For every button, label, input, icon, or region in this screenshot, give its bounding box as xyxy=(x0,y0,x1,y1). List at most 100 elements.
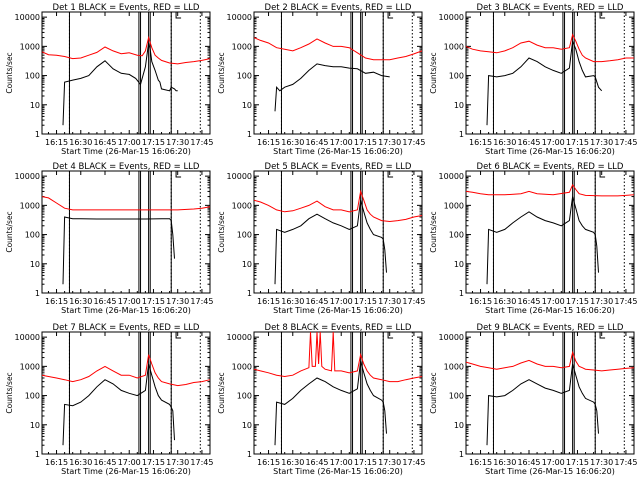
y-tick-label: 1000 xyxy=(232,362,252,371)
series-line-red-lld xyxy=(465,350,635,372)
corner-bracket-marker xyxy=(599,12,606,19)
x-tick-label: 16:15 xyxy=(257,138,280,147)
y-tick-label: 100 xyxy=(25,392,40,401)
x-tick-label: 17:30 xyxy=(378,458,401,467)
x-tick-label: 16:45 xyxy=(305,138,328,147)
x-tick-label: 17:45 xyxy=(402,458,425,467)
x-axis-label: Start Time (26-Mar-15 16:06:20) xyxy=(485,147,615,156)
panel-det-3: Det 3 BLACK = Events, RED = LLD 16:15 16:3… xyxy=(429,3,637,156)
y-axis-label: Counts/sec xyxy=(217,372,226,413)
plot-frame xyxy=(253,11,423,135)
series-line-black-events xyxy=(274,361,387,446)
y-tick-label: 10 xyxy=(242,421,252,430)
series-line-red-lld xyxy=(41,354,211,387)
x-axis-label: Start Time (26-Mar-15 16:06:20) xyxy=(273,467,403,476)
x-tick-label: 17:00 xyxy=(330,297,353,306)
y-tick-label: 1 xyxy=(459,289,464,298)
y-tick-label: 10 xyxy=(30,260,40,269)
series-line-black-events xyxy=(486,196,599,285)
y-tick-label: 10 xyxy=(242,101,252,110)
x-tick-label: 17:00 xyxy=(118,458,141,467)
x-tick-label: 17:45 xyxy=(190,138,213,147)
x-tick-label: 16:15 xyxy=(469,297,492,306)
corner-bracket-marker xyxy=(599,332,606,339)
x-tick-label: 16:30 xyxy=(493,458,516,467)
y-tick-label: 1000 xyxy=(444,362,464,371)
x-tick-label: 16:30 xyxy=(69,138,92,147)
series-line-red-lld xyxy=(253,37,423,61)
x-tick-label: 17:45 xyxy=(402,297,425,306)
panel-det-6: Det 6 BLACK = Events, RED = LLD 16:15 16:3… xyxy=(429,162,637,315)
x-tick-label: 16:45 xyxy=(93,458,116,467)
y-tick-label: 10000 xyxy=(227,333,252,342)
series-line-black-events xyxy=(62,42,178,126)
x-tick-label: 16:30 xyxy=(281,138,304,147)
panel-title: Det 6 BLACK = Events, RED = LLD xyxy=(477,162,624,172)
y-tick-label: 10000 xyxy=(439,172,464,181)
panel-title: Det 8 BLACK = Events, RED = LLD xyxy=(265,323,412,333)
x-tick-label: 17:30 xyxy=(378,138,401,147)
panel-title: Det 3 BLACK = Events, RED = LLD xyxy=(477,3,624,13)
x-tick-label: 16:15 xyxy=(45,458,68,467)
corner-bracket-marker xyxy=(387,12,394,19)
panel-det-7: Det 7 BLACK = Events, RED = LLD 16:15 16:3… xyxy=(5,323,213,476)
x-tick-label: 17:45 xyxy=(614,138,637,147)
x-tick-label: 17:45 xyxy=(190,458,213,467)
x-tick-label: 17:30 xyxy=(166,458,189,467)
x-tick-label: 17:15 xyxy=(142,458,165,467)
panel-det-8: Det 8 BLACK = Events, RED = LLD 16:15 16:3… xyxy=(217,323,425,476)
y-axis-label: Counts/sec xyxy=(429,211,438,252)
y-tick-label: 10000 xyxy=(15,172,40,181)
panel-title: Det 1 BLACK = Events, RED = LLD xyxy=(53,3,200,13)
y-tick-label: 1 xyxy=(35,130,40,139)
x-tick-label: 17:00 xyxy=(542,138,565,147)
panel-title: Det 4 BLACK = Events, RED = LLD xyxy=(53,162,200,172)
plot-frame xyxy=(465,170,635,294)
x-tick-label: 16:45 xyxy=(517,138,540,147)
series-line-red-lld xyxy=(41,35,211,65)
y-tick-label: 10000 xyxy=(15,13,40,22)
x-tick-label: 17:30 xyxy=(166,297,189,306)
x-tick-label: 16:45 xyxy=(305,297,328,306)
y-tick-label: 1000 xyxy=(20,42,40,51)
series-line-black-events xyxy=(62,363,175,446)
corner-bracket-marker xyxy=(387,332,394,339)
y-tick-label: 10 xyxy=(242,260,252,269)
x-tick-label: 16:30 xyxy=(493,297,516,306)
panel-det-1: Det 1 BLACK = Events, RED = LLD 16:15 16:3… xyxy=(5,3,213,156)
x-tick-label: 16:15 xyxy=(257,297,280,306)
corner-bracket-marker xyxy=(175,12,182,19)
y-tick-label: 10 xyxy=(454,101,464,110)
x-tick-label: 16:30 xyxy=(281,297,304,306)
x-tick-label: 17:45 xyxy=(614,297,637,306)
y-tick-label: 10000 xyxy=(227,172,252,181)
y-tick-label: 1000 xyxy=(232,201,252,210)
x-tick-label: 17:15 xyxy=(354,297,377,306)
y-tick-label: 1 xyxy=(35,450,40,459)
y-tick-label: 100 xyxy=(449,72,464,81)
x-axis-label: Start Time (26-Mar-15 16:06:20) xyxy=(273,306,403,315)
x-tick-label: 17:00 xyxy=(330,458,353,467)
y-tick-label: 100 xyxy=(237,231,252,240)
y-tick-label: 1 xyxy=(459,130,464,139)
y-tick-label: 1 xyxy=(247,450,252,459)
plot-frame xyxy=(41,11,211,135)
x-tick-label: 17:45 xyxy=(614,458,637,467)
y-axis-label: Counts/sec xyxy=(217,52,226,93)
x-axis-label: Start Time (26-Mar-15 16:06:20) xyxy=(61,306,191,315)
series-line-red-lld xyxy=(253,189,423,223)
y-axis-label: Counts/sec xyxy=(5,211,14,252)
y-tick-label: 10 xyxy=(454,421,464,430)
x-tick-label: 17:00 xyxy=(542,458,565,467)
y-tick-label: 1 xyxy=(247,289,252,298)
corner-bracket-marker xyxy=(387,171,394,178)
x-tick-label: 17:00 xyxy=(330,138,353,147)
corner-bracket-marker xyxy=(599,171,606,178)
y-axis-label: Counts/sec xyxy=(429,52,438,93)
y-tick-label: 100 xyxy=(449,231,464,240)
series-line-red-lld xyxy=(465,33,634,63)
y-tick-label: 10 xyxy=(454,260,464,269)
